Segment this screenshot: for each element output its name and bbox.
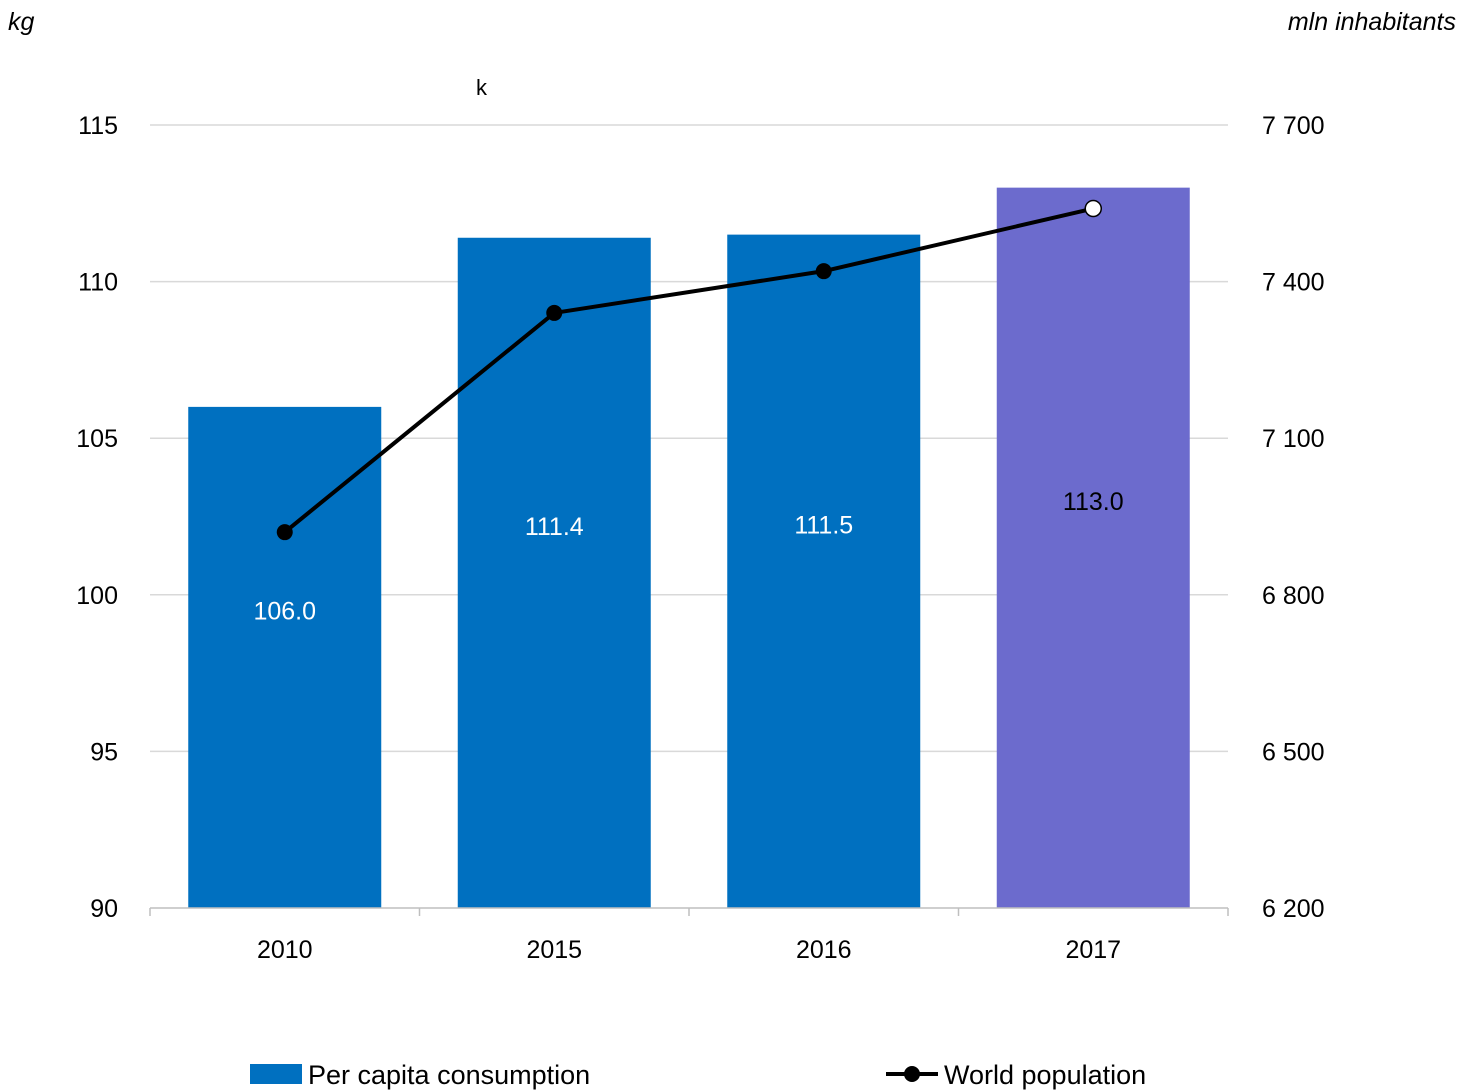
- stray-mark: k: [476, 75, 488, 100]
- line-marker: [1084, 199, 1102, 218]
- y-left-tick-label: 95: [90, 738, 118, 766]
- bar-data-label: 111.4: [525, 513, 584, 541]
- left-axis-title: kg: [8, 8, 35, 36]
- right-axis-title: mln inhabitants: [1288, 8, 1456, 36]
- y-left-tick-label: 105: [76, 425, 118, 453]
- x-tick-label: 2010: [257, 936, 313, 964]
- line-marker: [815, 263, 832, 280]
- bar: [457, 237, 651, 908]
- y-right-tick-label: 7 400: [1262, 269, 1325, 297]
- bar-data-label: 111.5: [794, 511, 853, 539]
- legend-swatch-bars: [250, 1064, 302, 1084]
- bar-series: 106.0 111.4 111.5 113.0: [188, 187, 1190, 908]
- y-right-tick-label: 6 500: [1262, 738, 1325, 766]
- y-right-tick-label: 7 700: [1262, 112, 1325, 140]
- legend-label-line: World population: [944, 1060, 1146, 1090]
- legend: Per capita consumption World population: [250, 1060, 1146, 1090]
- bar-data-label: 106.0: [253, 597, 316, 625]
- legend-label-bars: Per capita consumption: [308, 1060, 590, 1090]
- y-left-tick-label: 110: [78, 269, 118, 297]
- bar-data-label: 113.0: [1063, 488, 1124, 516]
- line-marker: [276, 524, 293, 541]
- y-left-tick-label: 90: [90, 895, 118, 923]
- bar: [996, 187, 1190, 908]
- population-line: [283, 206, 1094, 534]
- legend-swatch-marker: [904, 1066, 920, 1082]
- bar: [188, 406, 382, 908]
- y-left-tick-label: 100: [76, 582, 118, 610]
- line-marker: [546, 304, 563, 321]
- line-series: [276, 199, 1102, 541]
- y-right-tick-label: 6 200: [1262, 895, 1325, 923]
- y-right-tick-label: 7 100: [1262, 425, 1325, 453]
- x-tick-label: 2015: [526, 936, 582, 964]
- bar: [727, 234, 921, 908]
- x-tick-label: 2017: [1065, 936, 1121, 964]
- y-right-tick-label: 6 800: [1262, 582, 1325, 610]
- x-tick-label: 2016: [796, 936, 852, 964]
- y-left-tick-label: 115: [78, 112, 118, 140]
- axes: [149, 907, 1229, 916]
- tick-labels: 90 95 100 105 110 115 6 200 6 500 6 800 7 100 7 40…: [76, 112, 1324, 964]
